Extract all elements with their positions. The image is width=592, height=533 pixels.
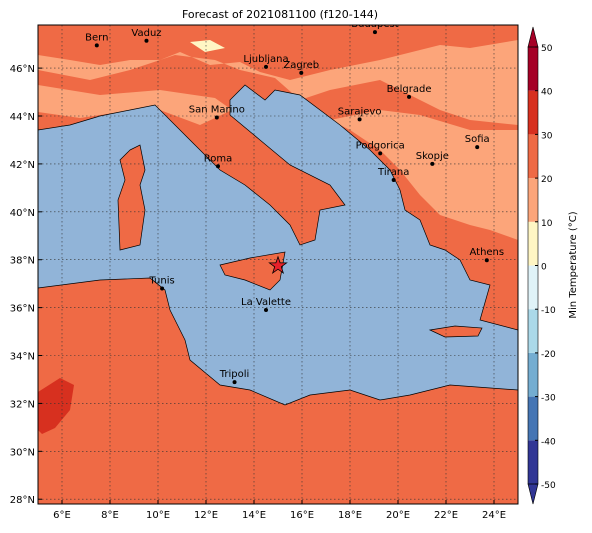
city-label: San Marino [189,104,245,115]
colorbar-segment [528,134,538,179]
colorbar-segment [528,309,538,353]
colorbar-extend [527,483,539,505]
colorbar-tick-label: 0 [541,263,547,273]
city-label: Sarajevo [338,106,382,117]
city-label: Bern [85,32,108,43]
lat-tick-label: 34°N [10,352,35,363]
city-label: Athens [469,247,504,258]
hot-patch [38,378,74,434]
lon-tick-label: 18°E [338,510,362,521]
lat-tick-label: 44°N [10,112,35,123]
city-marker [264,64,268,69]
colorbar-tick-label: -10 [541,306,556,316]
city-marker [475,145,480,150]
colorbar-tick-label: 40 [541,88,553,98]
colorbar-segment [528,440,538,484]
city-label: Tirana [377,167,409,178]
city-label: La Valette [241,297,291,308]
colorbar-segment [528,47,538,91]
colorbar-tick-label: -40 [541,437,556,447]
colorbar-segment [528,352,538,397]
city-label: Zagreb [283,60,319,71]
city-marker [264,308,268,313]
colorbar-segment [528,396,538,441]
cool-patch [190,40,225,52]
colorbar-extend [527,26,539,48]
lon-tick-label: 22°E [434,510,458,521]
lon-tick-label: 8°E [101,510,119,521]
colorbar-segment [528,178,538,222]
colorbar-tick-label: -20 [541,350,556,360]
lat-tick-label: 36°N [10,304,35,315]
lat-tick-label: 46°N [10,64,35,75]
city-marker [484,258,489,263]
colorbar-segment [528,221,538,266]
colorbar-segment [528,265,538,310]
city-marker [232,380,237,385]
city-label: Belgrade [387,84,432,95]
city-label: Ljubljana [243,54,288,65]
city-marker [391,177,396,182]
colorbar-tick-label: 30 [541,131,553,141]
city-marker [299,70,304,75]
colorbar-tick-label: 50 [541,44,553,54]
title: Forecast of 2021081100 (f120-144) [182,8,378,21]
city-marker [160,286,165,291]
city-label: Sofia [465,134,490,145]
city-marker [378,151,383,156]
colorbar-segment [528,90,538,135]
lon-tick-label: 16°E [290,510,314,521]
city-label: Vaduz [131,28,161,39]
city-marker [214,115,219,120]
lat-tick-label: 40°N [10,208,35,219]
warm-patch [38,85,232,125]
city-marker [216,164,220,169]
city-marker [357,117,362,122]
lon-tick-label: 20°E [386,510,410,521]
lat-tick-label: 30°N [10,447,35,458]
island [428,325,483,338]
lat-tick-label: 38°N [10,256,35,267]
lat-tick-label: 28°N [10,495,35,506]
city-label: Tripoli [219,369,250,380]
city-label: Budapest [351,19,398,30]
lat-tick-label: 32°N [10,399,35,410]
colorbar-tick-label: -50 [541,481,556,491]
lon-tick-label: 12°E [194,510,218,521]
lat-tick-label: 42°N [10,160,35,171]
lon-tick-label: 10°E [146,510,170,521]
city-marker [407,94,412,99]
island [219,251,286,291]
colorbar-tick-label: 20 [541,175,553,185]
city-marker [144,38,149,43]
lon-tick-label: 14°E [242,510,266,521]
island [117,144,146,251]
city-marker [372,30,377,35]
city-label: Roma [204,153,233,164]
colorbar-tick-label: 10 [541,219,553,229]
lon-tick-label: 24°E [482,510,506,521]
city-label: Tunis [148,275,174,286]
grid [38,25,518,504]
colorbar-label: Min Temperature (°C) [568,211,579,318]
lon-tick-label: 6°E [53,510,71,521]
event-star [268,255,288,275]
colorbar-tick-label: -30 [541,394,556,404]
warm-patch [330,110,518,240]
map-frame [37,24,519,505]
city-marker [94,43,99,48]
city-label: Skopje [416,151,449,162]
city-label: Podgorica [356,140,405,151]
city-marker [430,161,435,166]
